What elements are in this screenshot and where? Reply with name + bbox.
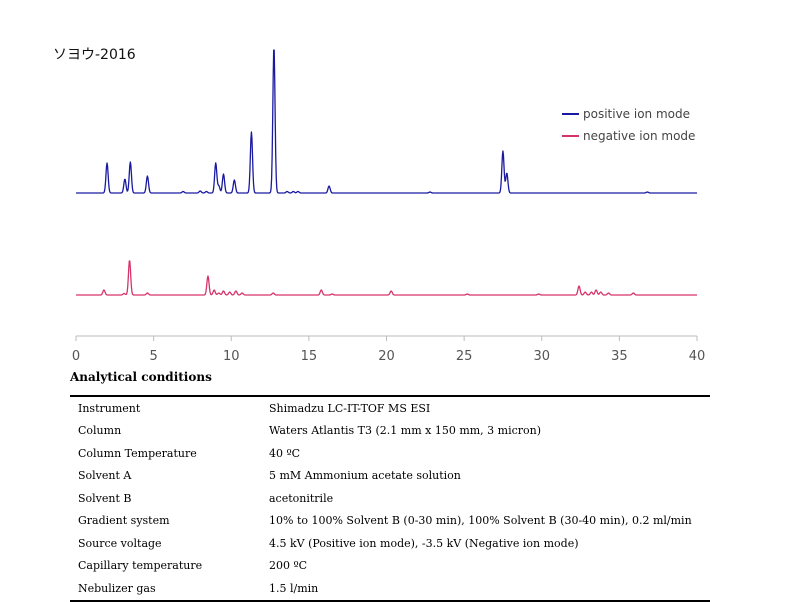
table-row: Nebulizer gas 1.5 l/min bbox=[70, 577, 710, 601]
x-tick-label: 15 bbox=[301, 349, 318, 364]
condition-value: Waters Atlantis T3 (2.1 mm x 150 mm, 3 m… bbox=[269, 424, 542, 438]
condition-value: 10% to 100% Solvent B (0-30 min), 100% S… bbox=[269, 514, 692, 528]
condition-value: 4.5 kV (Positive ion mode), -3.5 kV (Neg… bbox=[269, 536, 579, 550]
legend-label-positive: positive ion mode bbox=[583, 107, 691, 121]
table-row: Gradient system 10% to 100% Solvent B (0-… bbox=[70, 510, 710, 533]
condition-value: Shimadzu LC-IT-TOF MS ESI bbox=[269, 401, 431, 415]
x-tick-label: 0 bbox=[72, 349, 80, 364]
table-row: Column Temperature 40 ºC bbox=[70, 442, 710, 465]
legend-item-negative: negative ion mode bbox=[562, 128, 695, 144]
condition-label: Gradient system bbox=[78, 514, 170, 528]
condition-value: 5 mM Ammonium acetate solution bbox=[269, 469, 461, 483]
table-row: Column Waters Atlantis T3 (2.1 mm x 150 m… bbox=[70, 420, 710, 443]
table-row: Source voltage 4.5 kV (Positive ion mode)… bbox=[70, 532, 710, 555]
series-line-negative bbox=[75, 260, 698, 296]
legend-item-positive: positive ion mode bbox=[562, 106, 695, 122]
legend-swatch-negative bbox=[562, 135, 579, 137]
condition-label: Solvent B bbox=[78, 491, 132, 505]
condition-label: Source voltage bbox=[78, 536, 162, 550]
x-tick-label: 40 bbox=[689, 349, 706, 364]
condition-label: Column Temperature bbox=[78, 446, 197, 460]
x-tick-label: 25 bbox=[456, 349, 473, 364]
condition-label: Nebulizer gas bbox=[78, 581, 156, 595]
condition-label: Solvent A bbox=[78, 469, 132, 483]
condition-value: acetonitrile bbox=[269, 491, 334, 505]
condition-value: 1.5 l/min bbox=[269, 581, 319, 595]
sample-title: ソヨウ-2016 bbox=[53, 47, 136, 63]
chart-legend: positive ion mode negative ion mode bbox=[562, 106, 695, 150]
x-tick-label: 20 bbox=[378, 349, 395, 364]
legend-swatch-positive bbox=[562, 113, 579, 115]
x-tick-label: 35 bbox=[611, 349, 628, 364]
x-tick-label: 10 bbox=[223, 349, 240, 364]
condition-label: Column bbox=[78, 424, 122, 438]
series-line-positive bbox=[75, 49, 698, 194]
condition-value: 200 ºC bbox=[269, 559, 308, 573]
table-row: Capillary temperature 200 ºC bbox=[70, 555, 710, 578]
table-row: Instrument Shimadzu LC-IT-TOF MS ESI bbox=[70, 396, 710, 420]
x-tick-label: 5 bbox=[149, 349, 157, 364]
conditions-title: Analytical conditions bbox=[70, 370, 212, 384]
conditions-table: Instrument Shimadzu LC-IT-TOF MS ESI Colum… bbox=[70, 395, 710, 602]
condition-label: Capillary temperature bbox=[78, 559, 203, 573]
table-row: Solvent A 5 mM Ammonium acetate solution bbox=[70, 465, 710, 488]
x-tick-label: 30 bbox=[533, 349, 550, 364]
legend-label-negative: negative ion mode bbox=[583, 129, 696, 143]
condition-value: 40 ºC bbox=[269, 446, 301, 460]
chromatogram-chart: 0 5 10 15 20 25 30 35 40 bbox=[72, 49, 706, 364]
table-row: Solvent B acetonitrile bbox=[70, 487, 710, 510]
condition-label: Instrument bbox=[78, 401, 141, 415]
